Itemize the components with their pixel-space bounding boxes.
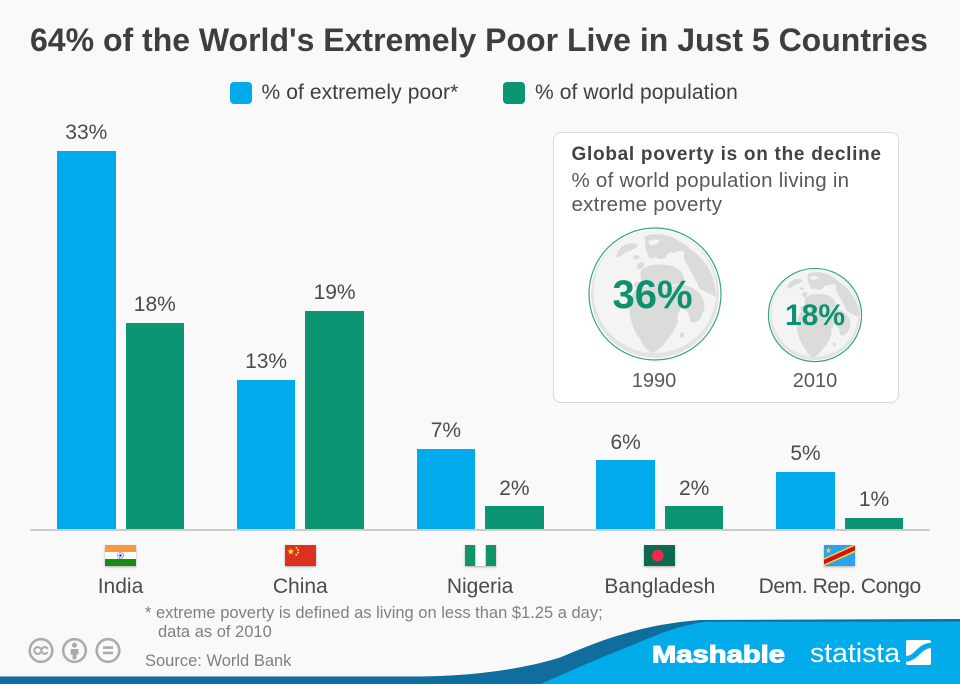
svg-text:Mashable: Mashable — [652, 642, 785, 669]
svg-text:statista: statista — [810, 638, 900, 668]
